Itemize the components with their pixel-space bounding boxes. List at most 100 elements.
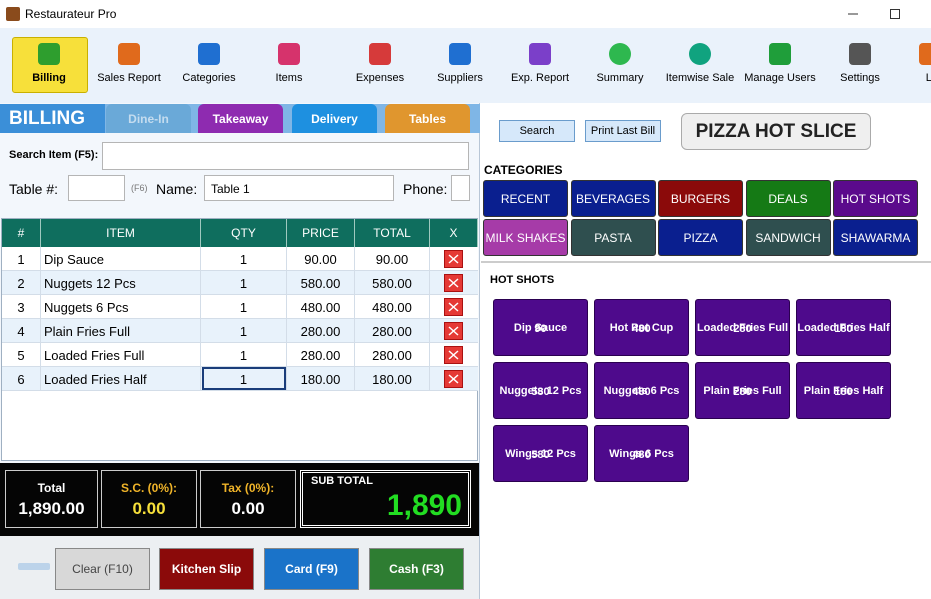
window-controls[interactable] (840, 6, 920, 22)
column-header: # (2, 219, 41, 247)
cell[interactable]: 1 (201, 319, 287, 343)
categories-title: CATEGORIES (484, 163, 563, 177)
cell[interactable]: 1 (201, 343, 287, 367)
toolbar-button[interactable]: Expenses (355, 72, 405, 84)
item-button[interactable]: Loaded Fries Full 280 (695, 299, 790, 356)
cell[interactable]: 1 (201, 367, 287, 391)
category-button[interactable]: HOT SHOTS (833, 180, 918, 217)
item-button[interactable]: Nuggets 6 Pcs 480 (594, 362, 689, 419)
top-button[interactable]: Search (499, 120, 575, 142)
remove-button[interactable] (444, 298, 463, 316)
toolbar-button[interactable]: Billing (32, 72, 66, 84)
item-button[interactable]: Hot Pot Cup 480 (594, 299, 689, 356)
phone-label: Phone: (403, 181, 448, 197)
toolbar-button[interactable]: Manage Users (744, 72, 816, 84)
cell[interactable]: 1 (201, 271, 287, 295)
toolbar-icon (689, 43, 711, 65)
total-label: Total (37, 481, 66, 495)
remove-button[interactable] (444, 370, 463, 388)
item-button[interactable]: Loaded Fries Half 180 (796, 299, 891, 356)
category-button[interactable]: BEVERAGES (570, 180, 656, 217)
row-bg[interactable] (2, 343, 478, 367)
order-type-tab[interactable]: Dine-In (106, 104, 191, 133)
toolbar-button[interactable]: Settings (840, 72, 880, 84)
billing-title: BILLING (0, 104, 105, 133)
toolbar-button[interactable]: Suppliers (437, 72, 483, 84)
remove-button[interactable] (444, 250, 463, 268)
item-name: Plain Fries Full (703, 384, 782, 397)
qty-editor[interactable] (202, 367, 286, 390)
toolbar-icon (278, 43, 300, 65)
window-title: Restaurateur Pro (25, 7, 117, 21)
cell: 5 (2, 343, 41, 367)
bill-grid: # ITEM QTY PRICE TOTAL X 1 Dip Sauce 1 90.00 90.00… (1, 218, 478, 461)
remove-button[interactable] (444, 346, 463, 364)
category-button[interactable]: SHAWARMA (833, 219, 918, 256)
action-button[interactable]: Kitchen Slip (159, 548, 254, 590)
cell: 6 (2, 367, 41, 391)
category-button[interactable]: BURGERS (658, 180, 743, 217)
cell: 280.00 (287, 319, 355, 343)
action-button[interactable]: Cash (F3) (369, 548, 464, 590)
total-box (101, 470, 197, 528)
toolbar-button[interactable]: Exp. Report (510, 72, 570, 84)
column-header: X (430, 219, 478, 247)
x-icon (448, 278, 459, 288)
item-price: 480 (632, 323, 651, 335)
item-button[interactable]: Plain Fries Full 280 (695, 362, 790, 419)
category-button[interactable]: RECENT (483, 180, 568, 217)
category-button[interactable]: SANDWICH (745, 219, 831, 256)
row-bg[interactable] (2, 295, 478, 319)
item-button[interactable]: Wings 6 Pcs 480 (594, 425, 689, 482)
column-header: TOTAL (355, 219, 430, 247)
x-icon (448, 254, 459, 264)
item-button[interactable]: Nuggets 12 Pcs 580 (493, 362, 588, 419)
toolbar-button[interactable]: Summary (596, 72, 644, 84)
order-type-tab[interactable]: Takeaway (198, 104, 283, 133)
toolbar-icon (118, 43, 140, 65)
cell: 180.00 (287, 367, 355, 391)
subtotal-box (300, 470, 471, 528)
x-icon (448, 326, 459, 336)
toolbar-icon (198, 43, 220, 65)
cell[interactable]: 1 (201, 295, 287, 319)
remove-button[interactable] (444, 322, 463, 340)
totals-bar: Total 1,890.00 S.C. (0%): 0.00 Tax (0%): 0.00… (0, 463, 479, 536)
name-input[interactable]: Table 1 (204, 175, 394, 201)
row-bg[interactable] (2, 319, 478, 343)
search-input[interactable] (102, 142, 469, 170)
cell: 4 (2, 319, 41, 343)
top-button[interactable]: Print Last Bill (585, 120, 661, 142)
phone-input[interactable] (451, 175, 470, 201)
item-button[interactable]: Dip Sauce 90 (493, 299, 588, 356)
category-button[interactable]: DEALS (745, 180, 831, 217)
row-bg[interactable] (2, 271, 478, 295)
category-button[interactable]: PIZZA (658, 219, 743, 256)
row-bg[interactable] (2, 247, 478, 271)
category-button[interactable]: PASTA (570, 219, 656, 256)
cell: 280.00 (287, 343, 355, 367)
toolbar-button[interactable]: Items (275, 72, 303, 84)
category-button[interactable]: MILK SHAKES (483, 219, 568, 256)
action-button[interactable]: Card (F9) (264, 548, 359, 590)
table-input[interactable] (68, 175, 125, 201)
cell: 90.00 (287, 247, 355, 271)
toolbar-button[interactable]: Li (925, 72, 931, 84)
toolbar-button[interactable]: Sales Report (97, 72, 161, 84)
toolbar-button[interactable]: Categories (182, 72, 236, 84)
x-icon (448, 350, 459, 360)
item-price: 90 (534, 323, 547, 335)
total-value: 1,890.00 (18, 499, 85, 518)
cell[interactable]: 1 (201, 247, 287, 271)
item-button[interactable]: Wings 12 Pcs 580 (493, 425, 588, 482)
remove-button[interactable] (444, 274, 463, 292)
toolbar-button[interactable]: Itemwise Sale (665, 72, 735, 84)
order-type-tab[interactable]: Delivery (292, 104, 377, 133)
app-icon (6, 7, 20, 21)
row-bg[interactable] (2, 367, 478, 391)
table-label: Table #: (9, 181, 59, 197)
toolbar: Billing Sales Report Categories Items Expens… (0, 28, 931, 103)
action-button[interactable]: Clear (F10) (55, 548, 150, 590)
item-button[interactable]: Plain Fries Half 180 (796, 362, 891, 419)
order-type-tab[interactable]: Tables (385, 104, 470, 133)
